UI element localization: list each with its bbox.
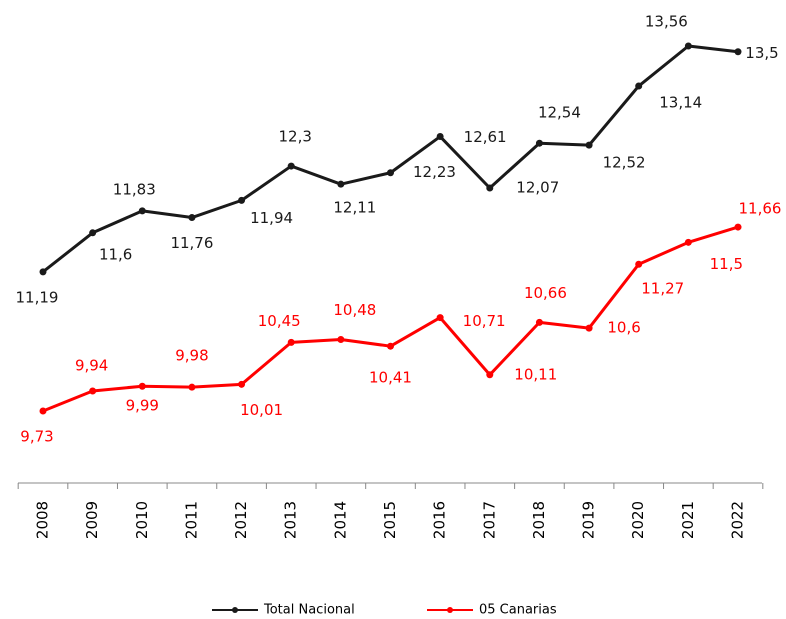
point — [89, 229, 97, 237]
data-label: 9,73 — [20, 428, 53, 446]
point — [238, 196, 246, 204]
x-tick-label: 2018 — [530, 501, 548, 539]
data-label: 12,52 — [603, 154, 646, 172]
data-label: 12,07 — [516, 178, 559, 196]
point — [436, 133, 444, 141]
point — [287, 162, 295, 170]
data-label: 10,66 — [524, 284, 567, 302]
x-tick-label: 2019 — [580, 501, 598, 539]
point — [138, 382, 146, 390]
data-label: 11,5 — [710, 255, 743, 273]
point — [684, 238, 692, 246]
point — [486, 371, 494, 379]
point — [39, 407, 47, 415]
point — [188, 214, 196, 222]
point — [138, 207, 146, 215]
x-tick-label: 2017 — [480, 501, 498, 539]
point — [635, 82, 643, 90]
point — [188, 383, 196, 391]
point — [734, 48, 742, 56]
data-label: 11,6 — [99, 245, 132, 263]
x-tick-label: 2009 — [83, 501, 101, 539]
data-label: 10,48 — [333, 301, 376, 319]
point — [238, 380, 246, 388]
data-label: 9,98 — [175, 347, 208, 365]
data-label: 9,94 — [75, 356, 108, 374]
data-label: 9,99 — [126, 397, 159, 415]
data-label: 10,45 — [258, 312, 301, 330]
x-tick-label: 2012 — [232, 501, 250, 539]
point — [287, 338, 295, 346]
point — [436, 314, 444, 322]
data-label: 10,41 — [369, 369, 412, 387]
point — [535, 318, 543, 326]
x-tick-label: 2010 — [133, 501, 151, 539]
data-label: 12,3 — [279, 128, 312, 146]
point — [337, 336, 345, 344]
data-label: 12,23 — [413, 163, 456, 181]
data-label: 11,94 — [250, 209, 293, 227]
x-tick-label: 2016 — [431, 501, 449, 539]
data-label: 12,54 — [538, 104, 581, 122]
data-label: 10,6 — [607, 319, 640, 337]
data-label: 10,11 — [514, 365, 557, 383]
data-label: 11,76 — [170, 234, 213, 252]
x-tick-label: 2020 — [629, 501, 647, 539]
data-label: 10,71 — [463, 312, 506, 330]
point — [337, 180, 345, 188]
point — [585, 141, 593, 149]
x-tick-label: 2008 — [34, 501, 52, 539]
x-tick-label: 2011 — [182, 501, 200, 539]
point — [585, 324, 593, 332]
data-label: 10,01 — [240, 401, 283, 419]
x-tick-label: 2021 — [679, 501, 697, 539]
x-tick-label: 2015 — [381, 501, 399, 539]
point — [387, 169, 394, 177]
legend-marker — [447, 607, 453, 613]
data-label: 13,5 — [745, 44, 778, 62]
legend-label: Total Nacional — [263, 603, 355, 618]
x-tick-label: 2014 — [331, 501, 349, 539]
x-tick-label: 2022 — [729, 501, 747, 539]
data-label: 11,27 — [641, 280, 684, 298]
legend-marker — [232, 607, 238, 613]
legend-label: 05 Canarias — [479, 603, 557, 618]
data-label: 11,83 — [113, 180, 156, 198]
point — [39, 268, 47, 276]
point — [635, 260, 643, 268]
data-label: 13,14 — [659, 94, 702, 112]
point — [734, 223, 742, 231]
point — [684, 42, 692, 50]
data-label: 12,11 — [333, 199, 376, 217]
point — [89, 387, 97, 395]
point — [535, 139, 543, 147]
data-label: 11,66 — [739, 200, 782, 218]
x-tick-label: 2013 — [282, 501, 300, 539]
point — [387, 342, 394, 350]
point — [486, 184, 494, 192]
data-label: 12,61 — [464, 128, 507, 146]
data-label: 11,19 — [16, 288, 59, 306]
data-label: 13,56 — [645, 13, 688, 31]
